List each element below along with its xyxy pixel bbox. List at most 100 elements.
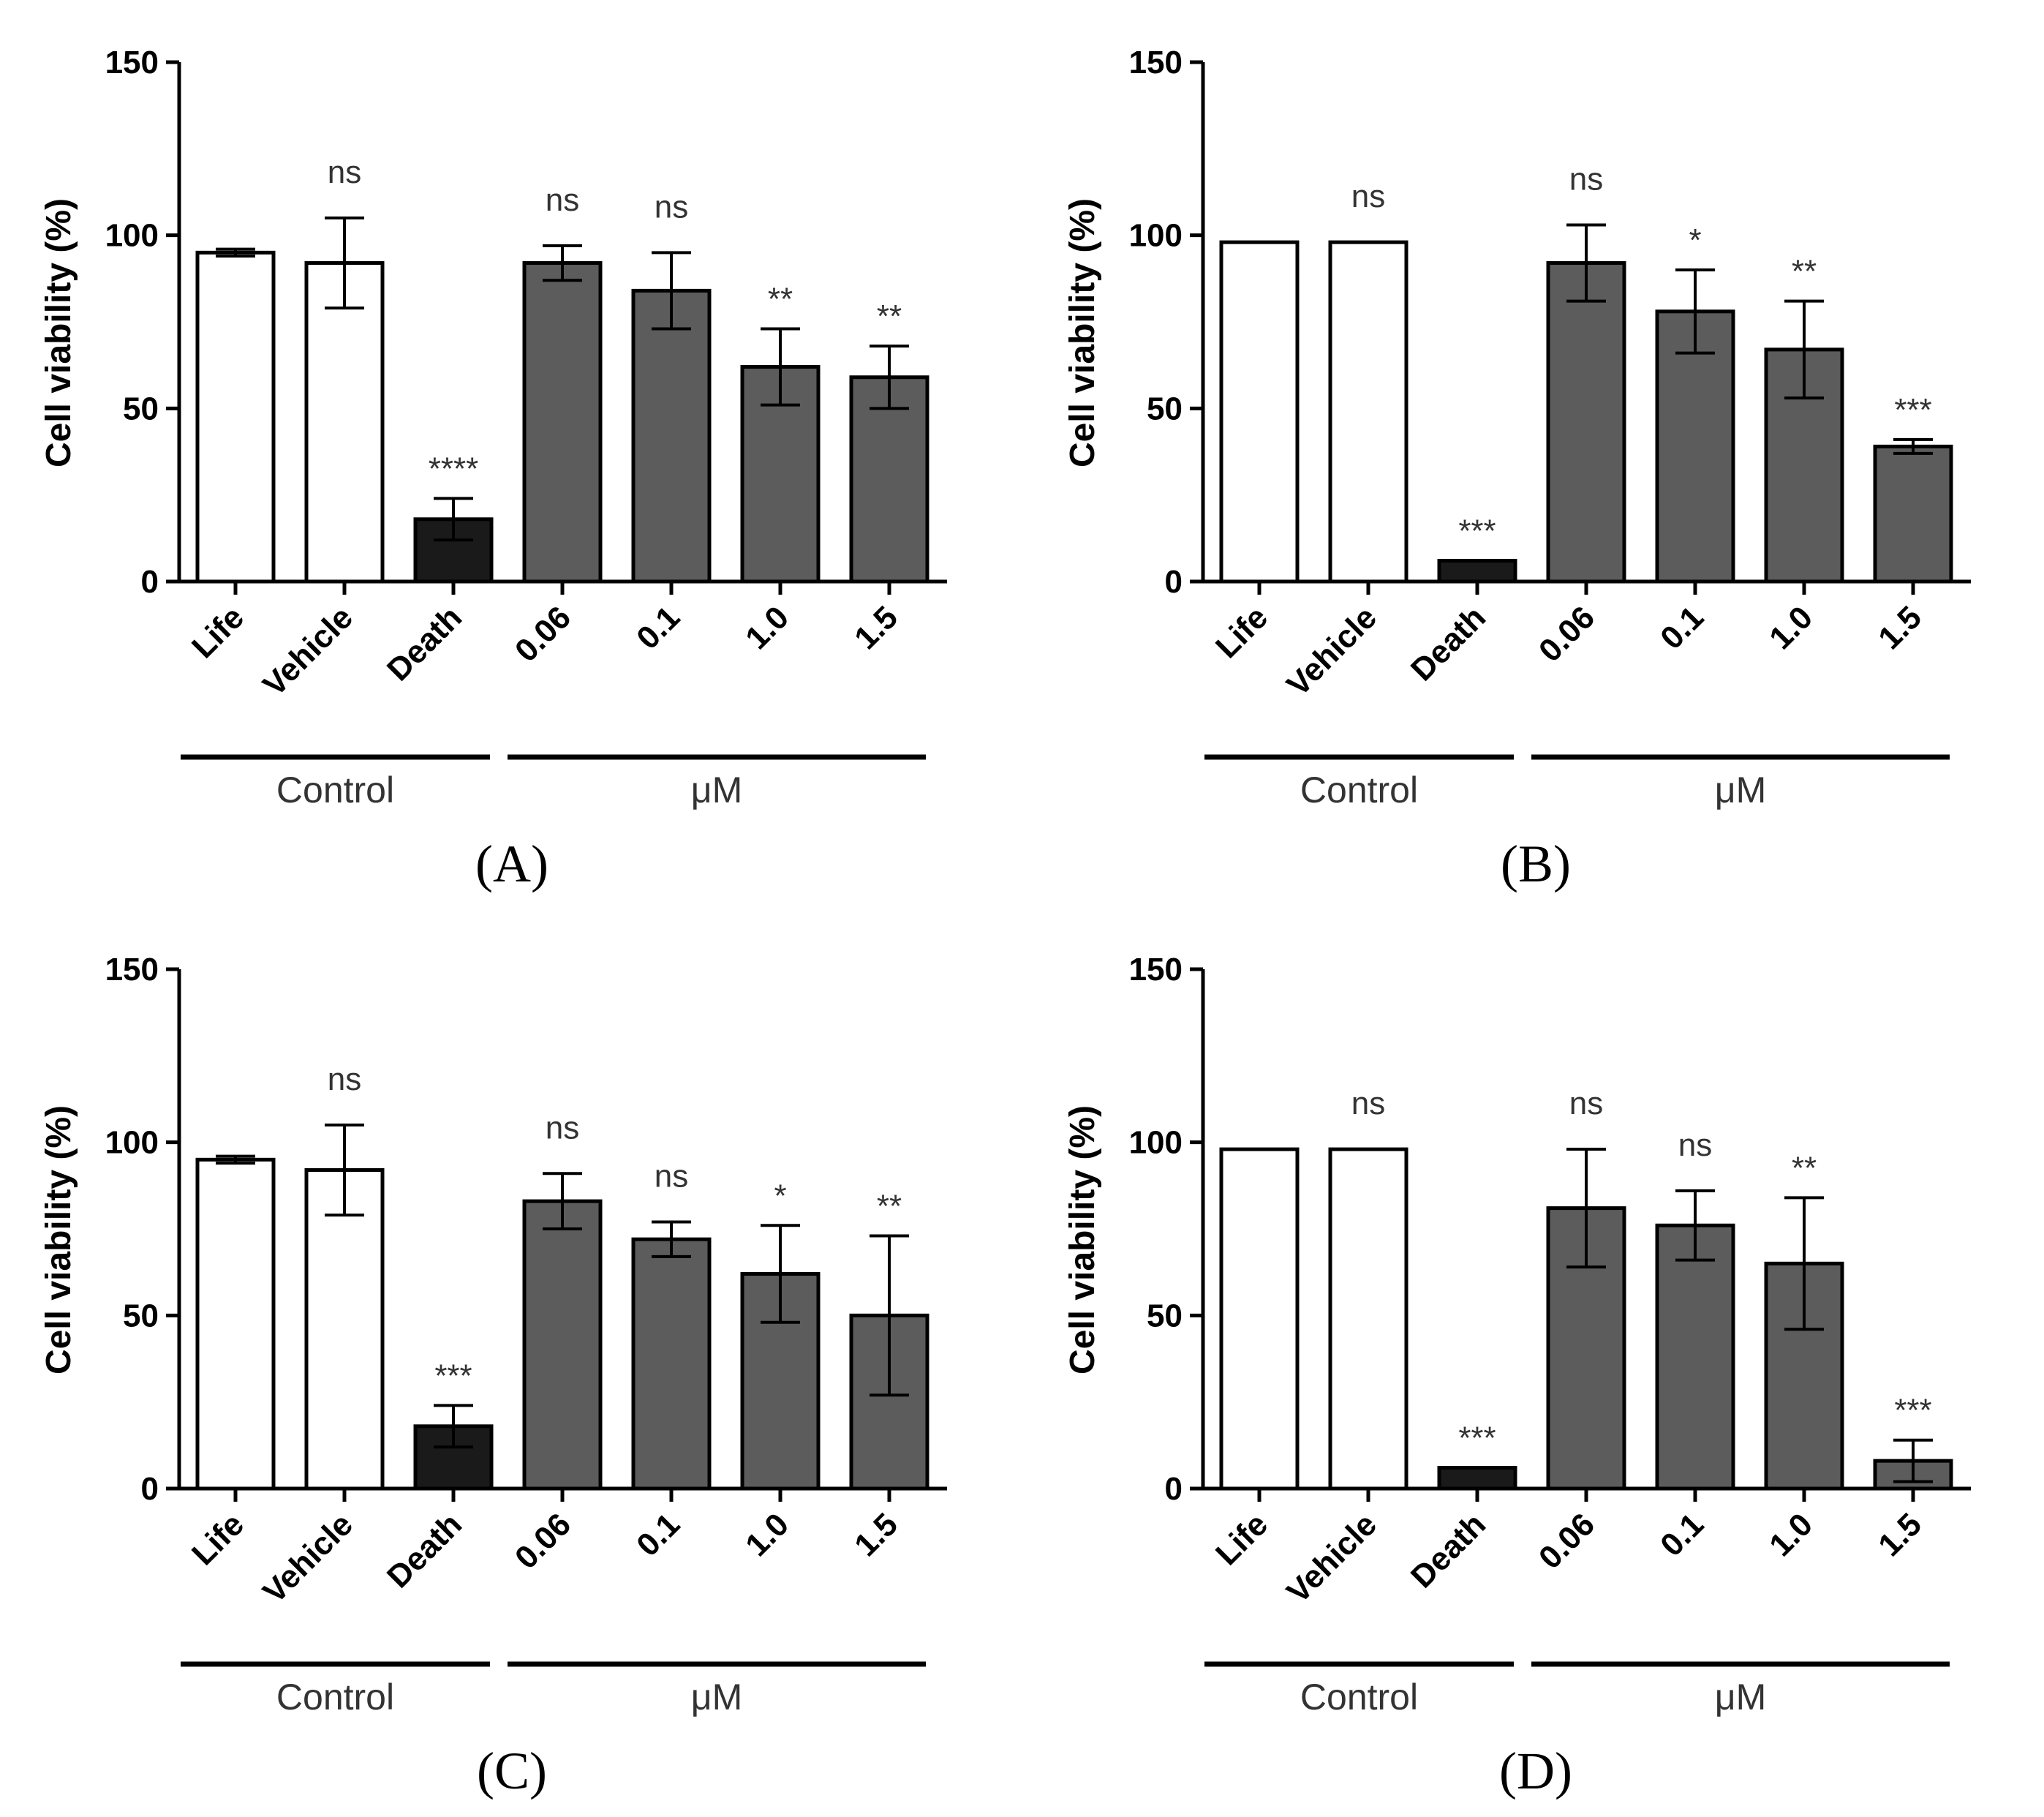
category-label: Vehicle	[256, 1506, 360, 1610]
bar-0-1	[1655, 1223, 1735, 1491]
y-tick-label: 0	[141, 1471, 159, 1507]
bar-vehicle	[304, 1168, 385, 1491]
category-label: Life	[185, 599, 251, 665]
significance-label: ns	[1678, 1127, 1712, 1163]
category-label: 1.0	[739, 599, 796, 656]
category-label: 0.06	[508, 599, 578, 669]
group-label: μM	[1715, 770, 1766, 810]
category-label: Death	[1404, 1506, 1493, 1595]
category-label: 0.06	[508, 1506, 578, 1576]
y-tick-label: 150	[105, 952, 159, 988]
y-tick-label: 100	[105, 1125, 159, 1161]
panel-label: (A)	[475, 835, 548, 893]
group-label: μM	[691, 770, 742, 810]
y-tick-label: 0	[141, 564, 159, 600]
significance-label: ***	[1458, 514, 1496, 549]
bar-0-1	[631, 288, 712, 584]
group-label: Control	[276, 770, 394, 810]
significance-label: ns	[328, 1061, 361, 1097]
group-label: μM	[691, 1677, 742, 1718]
significance-label: ns	[546, 1110, 579, 1146]
significance-label: ****	[429, 451, 479, 486]
category-label: 1.0	[1762, 599, 1819, 656]
y-tick-label: 50	[123, 391, 159, 426]
panel-label: (B)	[1501, 835, 1571, 893]
category-label: Life	[1209, 1506, 1275, 1572]
category-label: 0.1	[630, 1506, 687, 1563]
bar-death	[1437, 559, 1517, 584]
significance-label: ns	[546, 182, 579, 218]
y-tick-label: 0	[1165, 1471, 1183, 1507]
bar-0-06	[1546, 261, 1626, 584]
bar-1-5	[1873, 444, 1953, 584]
bar-0-1	[1655, 309, 1735, 584]
chart-c: 0 50 100 150 Cell viability (%) Life Vehicle ns…	[39, 952, 947, 1800]
significance-label: *	[1689, 222, 1701, 258]
y-tick-label: 150	[105, 45, 159, 80]
y-tick-label: 50	[1147, 1298, 1183, 1333]
significance-label: *	[774, 1178, 786, 1214]
category-label: Life	[1209, 599, 1275, 665]
category-label: 0.1	[1653, 599, 1711, 656]
y-tick-label: 0	[1165, 564, 1183, 600]
significance-label: ns	[1569, 1086, 1603, 1121]
y-axis-label: Cell viability (%)	[39, 198, 78, 467]
category-label: 1.5	[848, 1506, 905, 1563]
panel-d: 0 50 100 150 Cell viability (%) Life Vehicle ns…	[1024, 907, 2044, 1814]
y-tick-label: 50	[1147, 391, 1183, 426]
y-axis-label: Cell viability (%)	[1063, 198, 1102, 467]
category-label: 0.06	[1532, 1506, 1602, 1576]
category-label: 1.5	[1871, 599, 1928, 656]
y-tick-label: 100	[1129, 1125, 1183, 1161]
significance-label: ns	[328, 154, 361, 190]
chart-d: 0 50 100 150 Cell viability (%) Life Vehicle ns…	[1063, 952, 1971, 1800]
y-axis-label: Cell viability (%)	[39, 1105, 78, 1374]
bar-0-06	[522, 1199, 603, 1491]
significance-label: ns	[1351, 1086, 1385, 1121]
bar-life	[195, 1157, 276, 1491]
significance-label: ns	[1569, 161, 1603, 197]
significance-label: ns	[1351, 178, 1385, 214]
bar-life	[195, 250, 276, 584]
significance-label: **	[1792, 254, 1817, 290]
bar-death	[1437, 1466, 1517, 1491]
category-label: 1.5	[848, 599, 905, 656]
bar-1-5	[849, 375, 929, 584]
significance-label: **	[877, 1188, 902, 1224]
significance-label: ***	[1894, 392, 1931, 428]
category-label: Death	[1404, 599, 1493, 688]
y-axis-label: Cell viability (%)	[1063, 1105, 1102, 1374]
category-label: 0.1	[630, 599, 687, 656]
group-label: Control	[1300, 770, 1418, 810]
category-label: Death	[380, 599, 469, 688]
y-tick-label: 100	[105, 218, 159, 254]
category-label: 1.0	[739, 1506, 796, 1563]
bar-vehicle	[304, 261, 385, 584]
group-label: Control	[1300, 1677, 1418, 1718]
category-label: 1.5	[1871, 1506, 1928, 1563]
significance-label: **	[1792, 1150, 1817, 1186]
chart-b: 0 50 100 150 Cell viability (%) Life Vehicle ns…	[1063, 45, 1971, 893]
bar-0-1	[631, 1237, 712, 1491]
significance-label: ns	[655, 189, 688, 225]
category-label: Vehicle	[1280, 1506, 1384, 1610]
bar-vehicle	[1328, 1147, 1408, 1491]
panel-b: 0 50 100 150 Cell viability (%) Life Vehicle ns…	[1024, 0, 2044, 907]
chart-a: 0 50 100 150 Cell viability (%) Life Vehicle ns…	[39, 45, 947, 893]
category-label: Life	[185, 1506, 251, 1572]
category-label: 1.0	[1762, 1506, 1819, 1563]
significance-label: ***	[1458, 1421, 1496, 1456]
bar-0-06	[522, 261, 603, 584]
category-label: Vehicle	[1280, 599, 1384, 703]
y-tick-label: 50	[123, 1298, 159, 1333]
group-label: Control	[276, 1677, 394, 1718]
category-label: Vehicle	[256, 599, 360, 703]
significance-label: ***	[1894, 1393, 1931, 1429]
y-tick-label: 150	[1129, 45, 1183, 80]
bar-life	[1219, 1147, 1300, 1491]
panel-label: (C)	[477, 1742, 547, 1800]
y-tick-label: 100	[1129, 218, 1183, 254]
y-tick-label: 150	[1129, 952, 1183, 988]
significance-label: **	[768, 281, 793, 317]
bar-vehicle	[1328, 240, 1408, 584]
